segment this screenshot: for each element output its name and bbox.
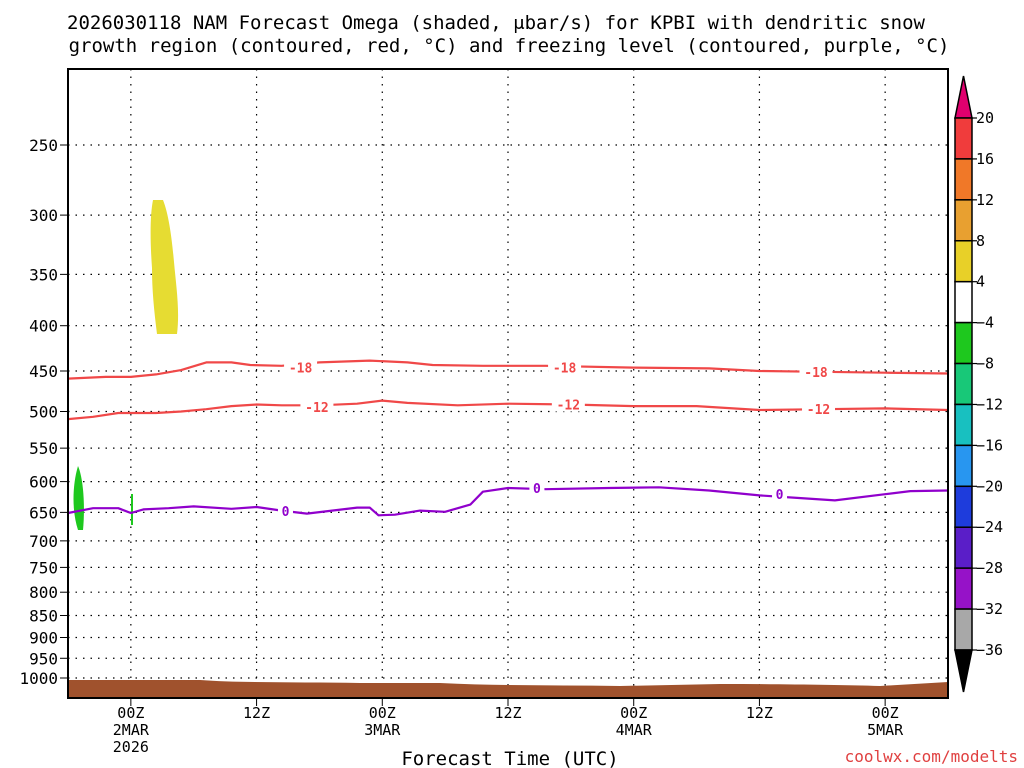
- colorbar-label-5: −4: [976, 314, 994, 332]
- colorbar-label-2: 12: [976, 191, 994, 209]
- contour-line-0: [67, 359, 949, 380]
- omega-negative-area-2: [131, 494, 133, 525]
- x-tick-label-30: 12Z: [494, 704, 521, 722]
- contour-label-2-2: 0: [776, 488, 784, 503]
- contour-line-1: [67, 399, 949, 421]
- colorbar-bottom-arrow: [954, 649, 973, 693]
- colorbar-label-13: −36: [976, 641, 1003, 659]
- y-tick-label-600: 600: [29, 473, 58, 492]
- colorbar-swatch-2: [954, 199, 973, 242]
- x-tick-label-0: 00Z: [117, 704, 144, 722]
- colorbar-label-10: −24: [976, 518, 1003, 536]
- colorbar-swatch-12: [954, 608, 973, 651]
- omega-positive-area: [150, 200, 179, 334]
- y-tick-label-550: 550: [29, 439, 58, 458]
- x-tick-label-40: 00Z: [620, 704, 647, 722]
- colorbar-label-12: −32: [976, 600, 1003, 618]
- y-tick-label-350: 350: [29, 265, 58, 284]
- colorbar-label-0: 20: [976, 109, 994, 127]
- contour-label-bg-0-0: [284, 359, 318, 375]
- colorbar-label-7: −12: [976, 395, 1003, 413]
- x-tick-date-60: 5MAR: [867, 721, 904, 739]
- colorbar-swatch-6: [954, 362, 973, 406]
- omega-negative-area-1: [73, 466, 84, 530]
- y-tick-label-400: 400: [29, 317, 58, 336]
- contour-label-bg-0-1: [548, 359, 582, 375]
- x-tick-date-40: 4MAR: [616, 721, 653, 739]
- contour-line-2: [67, 486, 949, 517]
- colorbar-label-6: −8: [976, 355, 994, 373]
- colorbar-swatch-7: [954, 403, 973, 447]
- contour-label-bg-0-2: [799, 363, 833, 379]
- x-axis-title: Forecast Time (UTC): [401, 748, 618, 768]
- x-tick-year-0: 2026: [113, 738, 149, 756]
- y-tick-label-1000: 1000: [19, 669, 58, 688]
- colorbar-swatch-5: [954, 321, 973, 365]
- plot-background: [68, 69, 948, 698]
- x-tick-date-0: 2MAR: [113, 721, 150, 739]
- colorbar-swatch-4: [954, 280, 973, 324]
- colorbar-label-3: 8: [976, 232, 985, 250]
- colorbar-label-8: −16: [976, 436, 1003, 454]
- y-tick-label-850: 850: [29, 607, 58, 626]
- contour-label-bg-2-1: [529, 479, 545, 495]
- colorbar: 20 16 12 8 4 −4 −8 −12 −16 −20 −24 −28 −32 −36: [954, 75, 1003, 693]
- contour-label-1-0: -12: [305, 401, 328, 416]
- colorbar-swatch-11: [954, 567, 973, 610]
- contour-label-0-2: -18: [804, 366, 828, 381]
- y-tick-label-650: 650: [29, 503, 58, 522]
- contour-label-bg-1-1: [551, 396, 585, 412]
- contour-label-2-0: 0: [282, 505, 290, 520]
- contour-label-0-0: -18: [289, 362, 313, 377]
- colorbar-swatch-1: [954, 158, 973, 201]
- x-tick-label-10: 12Z: [243, 704, 270, 722]
- contour-label-bg-2-2: [772, 486, 788, 502]
- credit-text: coolwx.com/modelts: [845, 747, 1018, 766]
- y-tick-label-450: 450: [29, 362, 58, 381]
- colorbar-swatch-10: [954, 526, 973, 569]
- plot-frame: [67, 68, 949, 699]
- contour-label-1-2: -12: [807, 403, 830, 418]
- y-tick-label-950: 950: [29, 649, 58, 668]
- contour-label-bg-1-0: [300, 398, 334, 414]
- colorbar-label-9: −20: [976, 477, 1003, 495]
- colorbar-top-arrow: [954, 75, 973, 119]
- x-tick-date-20: 3MAR: [364, 721, 401, 739]
- contour-label-bg-1-2: [802, 401, 836, 417]
- colorbar-label-1: 16: [976, 150, 994, 168]
- colorbar-swatch-0: [954, 117, 973, 160]
- y-tick-label-250: 250: [29, 136, 58, 155]
- chart-title-line2: growth region (contoured, red, °C) and f…: [69, 35, 950, 57]
- colorbar-swatch-9: [954, 485, 973, 528]
- x-tick-label-20: 00Z: [369, 704, 396, 722]
- y-tick-label-700: 700: [29, 532, 58, 551]
- y-tick-label-500: 500: [29, 403, 58, 422]
- x-tick-label-60: 00Z: [872, 704, 899, 722]
- x-gridlines: [130, 69, 886, 706]
- plot-area: 250 300 350 400 450 500 550 600 650 700 750 800 850 9…: [19, 68, 949, 756]
- y-tick-labels: 250 300 350 400 450 500 550 600 650 700 750 800 850 9…: [19, 136, 58, 688]
- y-gridlines: [60, 144, 948, 679]
- contour-label-bg-2-0: [277, 503, 293, 519]
- y-tick-label-800: 800: [29, 583, 58, 602]
- contour-label-2-1: 0: [533, 482, 541, 497]
- contour-label-1-1: -12: [557, 399, 580, 414]
- contour-label-0-1: -18: [553, 362, 577, 377]
- chart-title-line1: 2026030118 NAM Forecast Omega (shaded, μ…: [67, 12, 925, 34]
- y-tick-label-750: 750: [29, 558, 58, 577]
- ground-surface: [68, 680, 948, 698]
- y-tick-label-900: 900: [29, 628, 58, 647]
- x-tick-label-50: 12Z: [746, 704, 773, 722]
- colorbar-label-11: −28: [976, 559, 1003, 577]
- colorbar-label-4: 4: [976, 273, 985, 291]
- colorbar-swatch-3: [954, 240, 973, 283]
- y-tick-label-300: 300: [29, 206, 58, 225]
- contour-lines: -18 -18 -18 -12 -12 -12 0 0 0: [67, 359, 949, 520]
- colorbar-swatch-8: [954, 444, 973, 488]
